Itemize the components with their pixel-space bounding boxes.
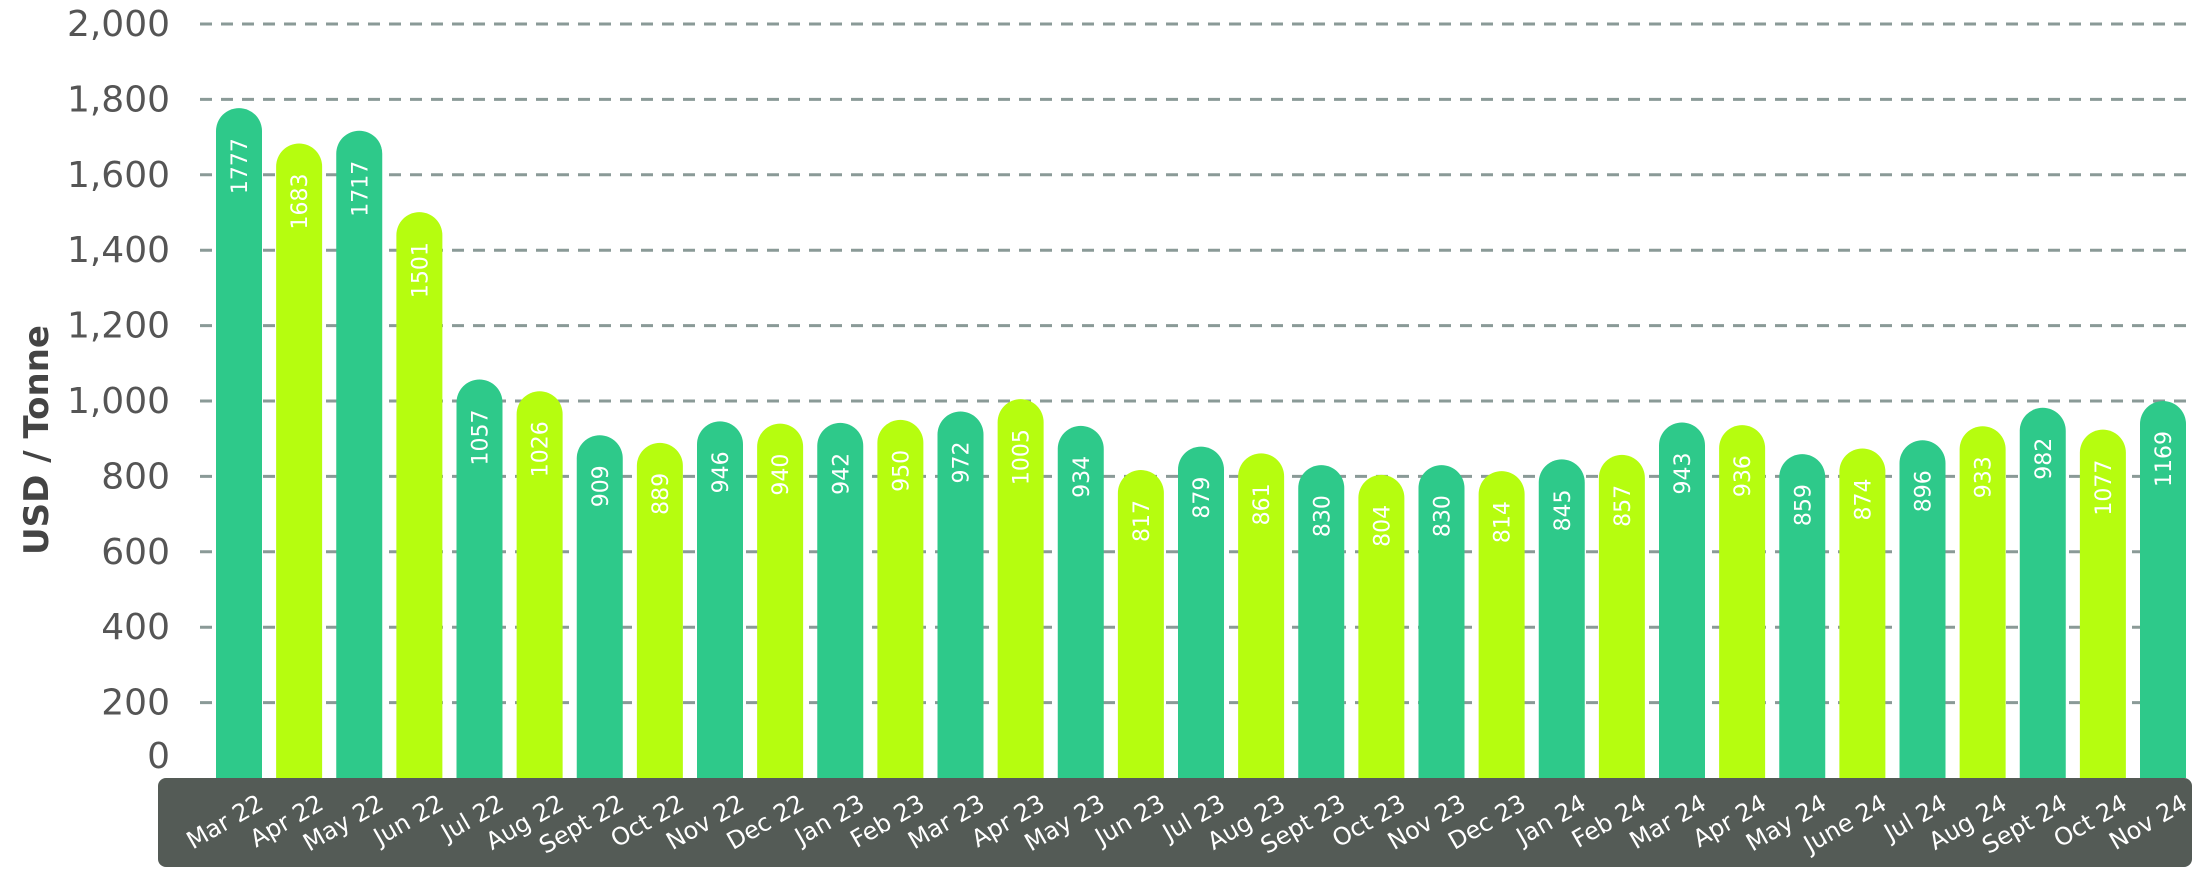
bar-value-label: 1717	[348, 161, 373, 217]
bar-value-label: 909	[589, 465, 614, 507]
y-tick-label: 200	[101, 683, 170, 724]
bar	[1959, 426, 2006, 778]
bar	[1659, 422, 1705, 778]
bar	[456, 379, 503, 778]
bar	[757, 423, 804, 778]
bar	[937, 411, 984, 778]
bar-value-label: 845	[1551, 489, 1576, 531]
bar	[997, 399, 1044, 778]
bar	[1418, 465, 1465, 778]
y-tick-label: 1,200	[67, 306, 170, 347]
bar	[1538, 459, 1585, 778]
bar-value-label: 857	[1611, 485, 1636, 527]
bar-value-label: 1077	[2092, 460, 2117, 516]
bar	[516, 391, 563, 778]
bar	[697, 421, 743, 778]
bar-value-label: 859	[1791, 484, 1816, 526]
bar	[576, 435, 623, 778]
bar	[1238, 453, 1285, 778]
bar	[216, 108, 262, 779]
bar-value-label: 896	[1912, 470, 1937, 512]
bar-value-label: 934	[1070, 456, 1095, 498]
bar	[276, 143, 323, 778]
x-axis-band	[158, 778, 2192, 867]
bar-value-label: 1683	[288, 174, 313, 230]
bar-value-label: 1026	[529, 421, 554, 477]
bar	[396, 212, 443, 779]
y-axis-label: USD / Tonne	[17, 325, 57, 555]
bar	[1598, 454, 1645, 778]
bar	[1719, 425, 1766, 778]
bar-value-label: 1501	[408, 242, 433, 298]
bar	[1478, 471, 1525, 778]
bar	[2079, 429, 2126, 778]
y-tick-label: 800	[101, 456, 170, 497]
bar	[1117, 469, 1164, 778]
bar-value-label: 830	[1431, 495, 1456, 537]
bar-value-label: 940	[769, 454, 794, 496]
y-tick-label: 2,000	[67, 4, 170, 45]
bar	[1057, 425, 1104, 778]
bar-value-label: 933	[1972, 456, 1997, 498]
bar-value-label: 804	[1370, 505, 1395, 547]
bar-value-label: 942	[829, 453, 854, 495]
bar-value-label: 1057	[469, 410, 494, 466]
bar	[817, 422, 864, 778]
bar	[636, 442, 683, 778]
y-tick-label: 1,800	[67, 79, 170, 120]
bar-value-label: 879	[1190, 477, 1215, 519]
bar	[1899, 440, 1946, 778]
bars: 1777 1683 1717 1501 1057 1026 909 889 946 940 942 9…	[216, 108, 2186, 779]
bar	[1839, 448, 1886, 778]
bar	[2140, 401, 2186, 778]
bar	[1178, 446, 1224, 778]
bar	[2019, 407, 2066, 778]
bar-value-label: 982	[2032, 438, 2057, 480]
bar-value-label: 1169	[2152, 431, 2177, 487]
bar-value-label: 936	[1731, 455, 1756, 497]
bar-value-label: 830	[1310, 495, 1335, 537]
bar-value-label: 972	[950, 442, 975, 484]
bar-value-label: 943	[1671, 452, 1696, 494]
bar-value-label: 814	[1491, 501, 1516, 543]
y-tick-label: 0	[147, 736, 170, 777]
y-axis-ticks: 0 200 400 600 800 1,000 1,200 1,400 1,600 1,800 2,…	[67, 4, 170, 777]
bar-value-label: 861	[1250, 483, 1275, 525]
bar-value-label: 1005	[1010, 429, 1035, 485]
y-tick-label: 600	[101, 532, 170, 573]
y-tick-label: 400	[101, 607, 170, 648]
y-tick-label: 1,000	[67, 381, 170, 422]
bar-value-label: 1777	[228, 138, 253, 194]
bar-value-label: 874	[1851, 479, 1876, 521]
bar-value-label: 950	[889, 450, 914, 492]
bar-value-label: 946	[709, 451, 734, 493]
bar	[1298, 465, 1345, 778]
bar	[1779, 454, 1826, 778]
bar	[877, 419, 924, 778]
bar	[1358, 474, 1405, 778]
bar	[336, 130, 383, 779]
bar-value-label: 889	[649, 473, 674, 515]
y-tick-label: 1,400	[67, 230, 170, 271]
bar-value-label: 817	[1130, 500, 1155, 542]
y-tick-label: 1,600	[67, 155, 170, 196]
